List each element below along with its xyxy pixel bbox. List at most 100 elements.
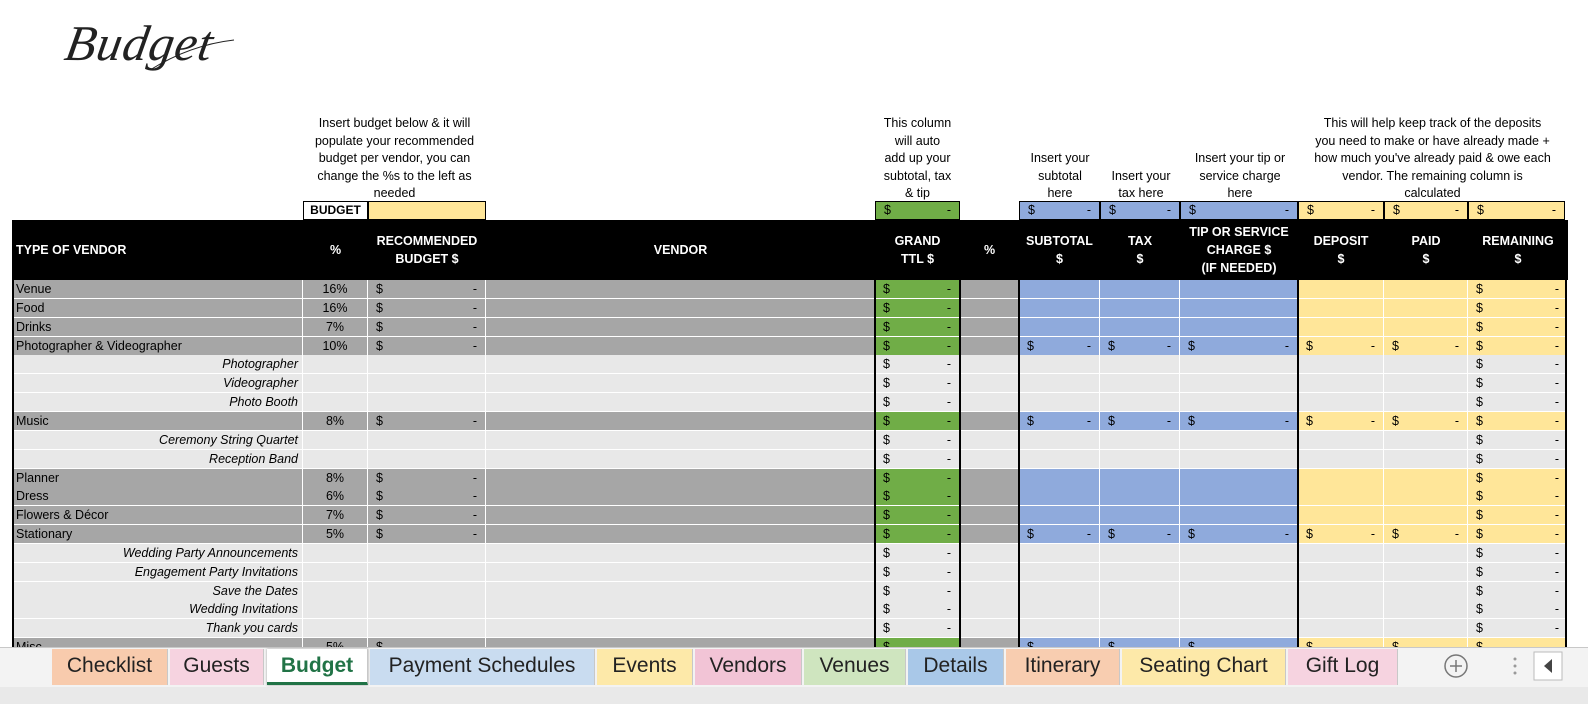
amount-cell	[1384, 449, 1468, 469]
sheet-tab[interactable]: Checklist	[52, 649, 168, 685]
total-input[interactable]: $ -	[1468, 201, 1565, 220]
sheet-tab[interactable]: Events	[597, 649, 693, 685]
amount-cell	[1180, 468, 1298, 488]
total-input[interactable]: $ -	[1180, 201, 1298, 220]
column-border	[959, 220, 961, 648]
total-input[interactable]: $ -	[1298, 201, 1384, 220]
total-input[interactable]: $ -	[875, 201, 960, 220]
amount-cell: $ -	[875, 298, 960, 318]
amount-cell	[486, 411, 875, 431]
column-note: This will help keep track of the deposit…	[1314, 116, 1551, 201]
amount-cell	[1298, 374, 1384, 394]
amount-cell: $ -	[875, 411, 960, 431]
amount-cell	[1384, 543, 1468, 563]
amount-cell	[1384, 562, 1468, 582]
amount-cell	[1100, 468, 1180, 488]
percent-cell: 16%	[303, 280, 368, 299]
amount-cell	[1019, 581, 1100, 601]
sheet-tab[interactable]: Payment Schedules	[370, 649, 595, 685]
percent-cell: 10%	[303, 336, 368, 356]
column-header: DEPOSIT $	[1313, 234, 1369, 266]
amount-cell: $ -	[875, 430, 960, 450]
column-border	[1565, 220, 1567, 648]
amount-cell	[1298, 355, 1384, 375]
amount-cell	[1180, 430, 1298, 450]
amount-cell: $ -	[1468, 619, 1568, 639]
amount-cell	[1298, 280, 1384, 299]
sheet-tab[interactable]: Vendors	[695, 649, 802, 685]
amount-cell: $ -	[1019, 411, 1100, 431]
amount-cell	[1298, 430, 1384, 450]
amount-cell	[368, 619, 486, 639]
amount-cell	[960, 562, 1019, 582]
total-input[interactable]: $ -	[1100, 201, 1180, 220]
amount-cell	[1019, 430, 1100, 450]
amount-cell: $ -	[1180, 525, 1298, 545]
amount-cell	[1180, 317, 1298, 337]
vendor-type: Photo Booth	[12, 393, 303, 413]
amount-cell	[486, 317, 875, 337]
amount-cell: $ -	[1180, 411, 1298, 431]
column-header: %	[983, 243, 996, 257]
amount-cell: $ -	[875, 280, 960, 299]
budget-input[interactable]	[368, 201, 486, 220]
amount-cell: $ -	[1468, 581, 1568, 601]
amount-cell: $ -	[1468, 449, 1568, 469]
total-input[interactable]: $ -	[1384, 201, 1468, 220]
amount-cell	[1180, 600, 1298, 620]
amount-cell	[1180, 449, 1298, 469]
amount-cell	[486, 581, 875, 601]
sheet-tab[interactable]: Seating Chart	[1122, 649, 1286, 685]
status-strip	[0, 687, 1588, 704]
amount-cell	[1100, 280, 1180, 299]
amount-cell	[1384, 430, 1468, 450]
percent-cell	[303, 581, 368, 601]
amount-cell	[368, 430, 486, 450]
amount-cell: $ -	[368, 280, 486, 299]
sheet-tab[interactable]: Itinerary	[1006, 649, 1120, 685]
amount-cell	[1019, 374, 1100, 394]
vendor-type: Save the Dates	[12, 581, 303, 601]
amount-cell: $ -	[368, 336, 486, 356]
amount-cell: $ -	[1468, 562, 1568, 582]
vendor-type: Flowers & Décor	[12, 506, 303, 526]
amount-cell	[486, 430, 875, 450]
total-input[interactable]: $ -	[1019, 201, 1100, 220]
amount-cell	[1100, 298, 1180, 318]
amount-cell	[1384, 393, 1468, 413]
percent-cell: 8%	[303, 411, 368, 431]
column-header: GRAND TTL $	[894, 234, 941, 266]
amount-cell	[960, 525, 1019, 545]
amount-cell: $ -	[875, 581, 960, 601]
amount-cell: $ -	[368, 411, 486, 431]
amount-cell	[486, 487, 875, 507]
column-header: SUBTOTAL $	[1026, 234, 1093, 266]
amount-cell	[1100, 506, 1180, 526]
sheet-tab[interactable]: Budget	[267, 649, 368, 685]
amount-cell	[1384, 600, 1468, 620]
amount-cell	[1019, 317, 1100, 337]
tab-controls[interactable]	[1428, 647, 1588, 687]
amount-cell: $ -	[368, 506, 486, 526]
percent-cell	[303, 543, 368, 563]
amount-cell	[1384, 280, 1468, 299]
column-note: Insert budget below & it will populate y…	[314, 116, 475, 201]
amount-cell	[1019, 506, 1100, 526]
amount-cell: $ -	[1468, 298, 1568, 318]
percent-cell: 8%	[303, 468, 368, 488]
sheet-tab[interactable]: Gift Log	[1288, 649, 1398, 685]
sheet-tab[interactable]: Venues	[804, 649, 906, 685]
amount-cell	[486, 543, 875, 563]
amount-cell	[960, 393, 1019, 413]
sheet-tab[interactable]: Details	[908, 649, 1004, 685]
amount-cell	[1019, 600, 1100, 620]
amount-cell: $ -	[875, 449, 960, 469]
amount-cell	[1180, 298, 1298, 318]
amount-cell: $ -	[1298, 525, 1384, 545]
amount-cell	[1019, 280, 1100, 299]
column-border	[1018, 220, 1020, 648]
amount-cell: $ -	[1019, 525, 1100, 545]
amount-cell: $ -	[875, 506, 960, 526]
sheet-tab[interactable]: Guests	[170, 649, 264, 685]
